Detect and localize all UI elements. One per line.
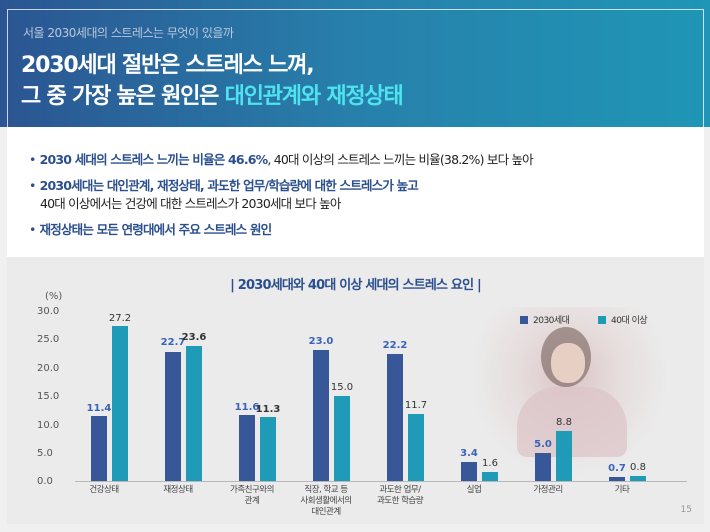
title-highlight: 대인관계와 재정상태 [224,84,404,109]
bar-2030-health [91,416,107,481]
value-label: 1.6 [482,458,498,469]
y-tick: 5.0 [37,448,53,459]
header-title: 2030세대 절반은 스트레스 느껴, 그 중 가장 높은 원인은 대인관계와 … [21,50,404,112]
y-axis-unit: (%) [45,291,63,302]
category-label: 건강상태 [89,485,119,495]
summary-bullet-1: • 2030 세대의 스트레스 느끼는 비율은 46.6%, 40대 이상의 스트… [29,152,534,167]
chart-title: | 2030세대와 40대 이상 세대의 스트레스 요인 | [230,278,482,293]
value-label: 22.2 [382,340,408,351]
bar-40plus-other [630,476,646,481]
value-label: 11.4 [86,403,112,414]
bar-2030-household [535,453,551,481]
title-line-1: 2030세대 절반은 스트레스 느껴, [21,53,315,78]
value-label: 5.0 [534,439,552,450]
value-label: 23.0 [308,336,334,347]
x-axis-line [75,481,687,482]
category-label: 재정상태 [163,485,193,495]
legend-swatch-icon [598,315,606,324]
category-label: 기타 [614,485,630,495]
value-label: 22.7 [160,337,186,348]
value-label: 11.6 [234,402,260,413]
category-label: 직장, 학교 등 사회생활에서의 대인관계 [300,485,352,517]
header-frame [7,9,704,131]
bar-2030-other [609,477,625,481]
category-label: 가정관리 [533,485,563,495]
bar-2030-social [313,350,329,481]
bullet-dot-icon: • [29,152,36,167]
bar-40plus-unemployment [482,472,498,481]
value-label: 3.4 [460,448,478,459]
bar-40plus-workload [408,414,424,481]
bar-2030-unemployment [461,462,477,481]
value-label: 0.7 [608,463,626,474]
bar-40plus-household [556,431,572,481]
header-kicker: 서울 2030세대의 스트레스는 무엇이 있을까 [23,26,234,40]
value-label: 27.2 [108,313,132,324]
category-label: 과도한 업무/ 과도한 학습량 [376,485,424,506]
summary-bullet-2-continuation: 40대 이상에서는 건강에 대한 스트레스가 2030세대 보다 높아 [40,196,341,211]
bar-40plus-finance [186,346,202,481]
y-tick: 20.0 [37,363,60,374]
summary-bullet-3: • 재정상태는 모든 연령대에서 주요 스트레스 원인 [29,222,272,237]
legend-swatch-icon [520,315,528,324]
legend-item-2030: 2030세대 [520,313,570,326]
summary-box: • 2030 세대의 스트레스 느끼는 비율은 46.6%, 40대 이상의 스트… [7,127,704,257]
bullet-dot-icon: • [29,222,36,237]
y-tick: 25.0 [37,334,60,345]
chart-panel: | 2030세대와 40대 이상 세대의 스트레스 요인 | 2030세대 40… [7,257,704,524]
value-label: 15.0 [330,382,354,393]
value-label: 23.6 [181,332,207,343]
category-label: 실업 [466,485,482,495]
summary-bullet-2: • 2030세대는 대인관계, 재정상태, 과도한 업무/학습량에 대한 스트레스… [29,178,419,193]
y-tick: 0.0 [37,476,53,487]
bar-2030-workload [387,354,403,481]
bar-40plus-social [334,396,350,481]
y-tick: 30.0 [37,306,60,317]
bar-40plus-health [112,326,128,481]
page-number: 15 [680,505,692,515]
legend-item-40plus: 40대 이상 [598,313,648,326]
bar-40plus-family [260,417,276,481]
bar-2030-family [239,415,255,481]
value-label: 11.7 [404,400,428,411]
value-label: 11.3 [255,404,281,415]
stressed-woman-photo [469,307,669,477]
y-tick: 15.0 [37,391,60,402]
title-line-2: 그 중 가장 높은 원인은 대인관계와 재정상태 [21,84,404,109]
header-banner: 서울 2030세대의 스트레스는 무엇이 있을까 2030세대 절반은 스트레스… [0,0,710,131]
bullet-dot-icon: • [29,178,36,193]
bar-2030-finance [165,352,181,481]
value-label: 8.8 [556,417,572,428]
value-label: 0.8 [630,462,646,473]
y-tick: 10.0 [37,420,60,431]
category-label: 가족친구와의 관계 [230,485,274,506]
